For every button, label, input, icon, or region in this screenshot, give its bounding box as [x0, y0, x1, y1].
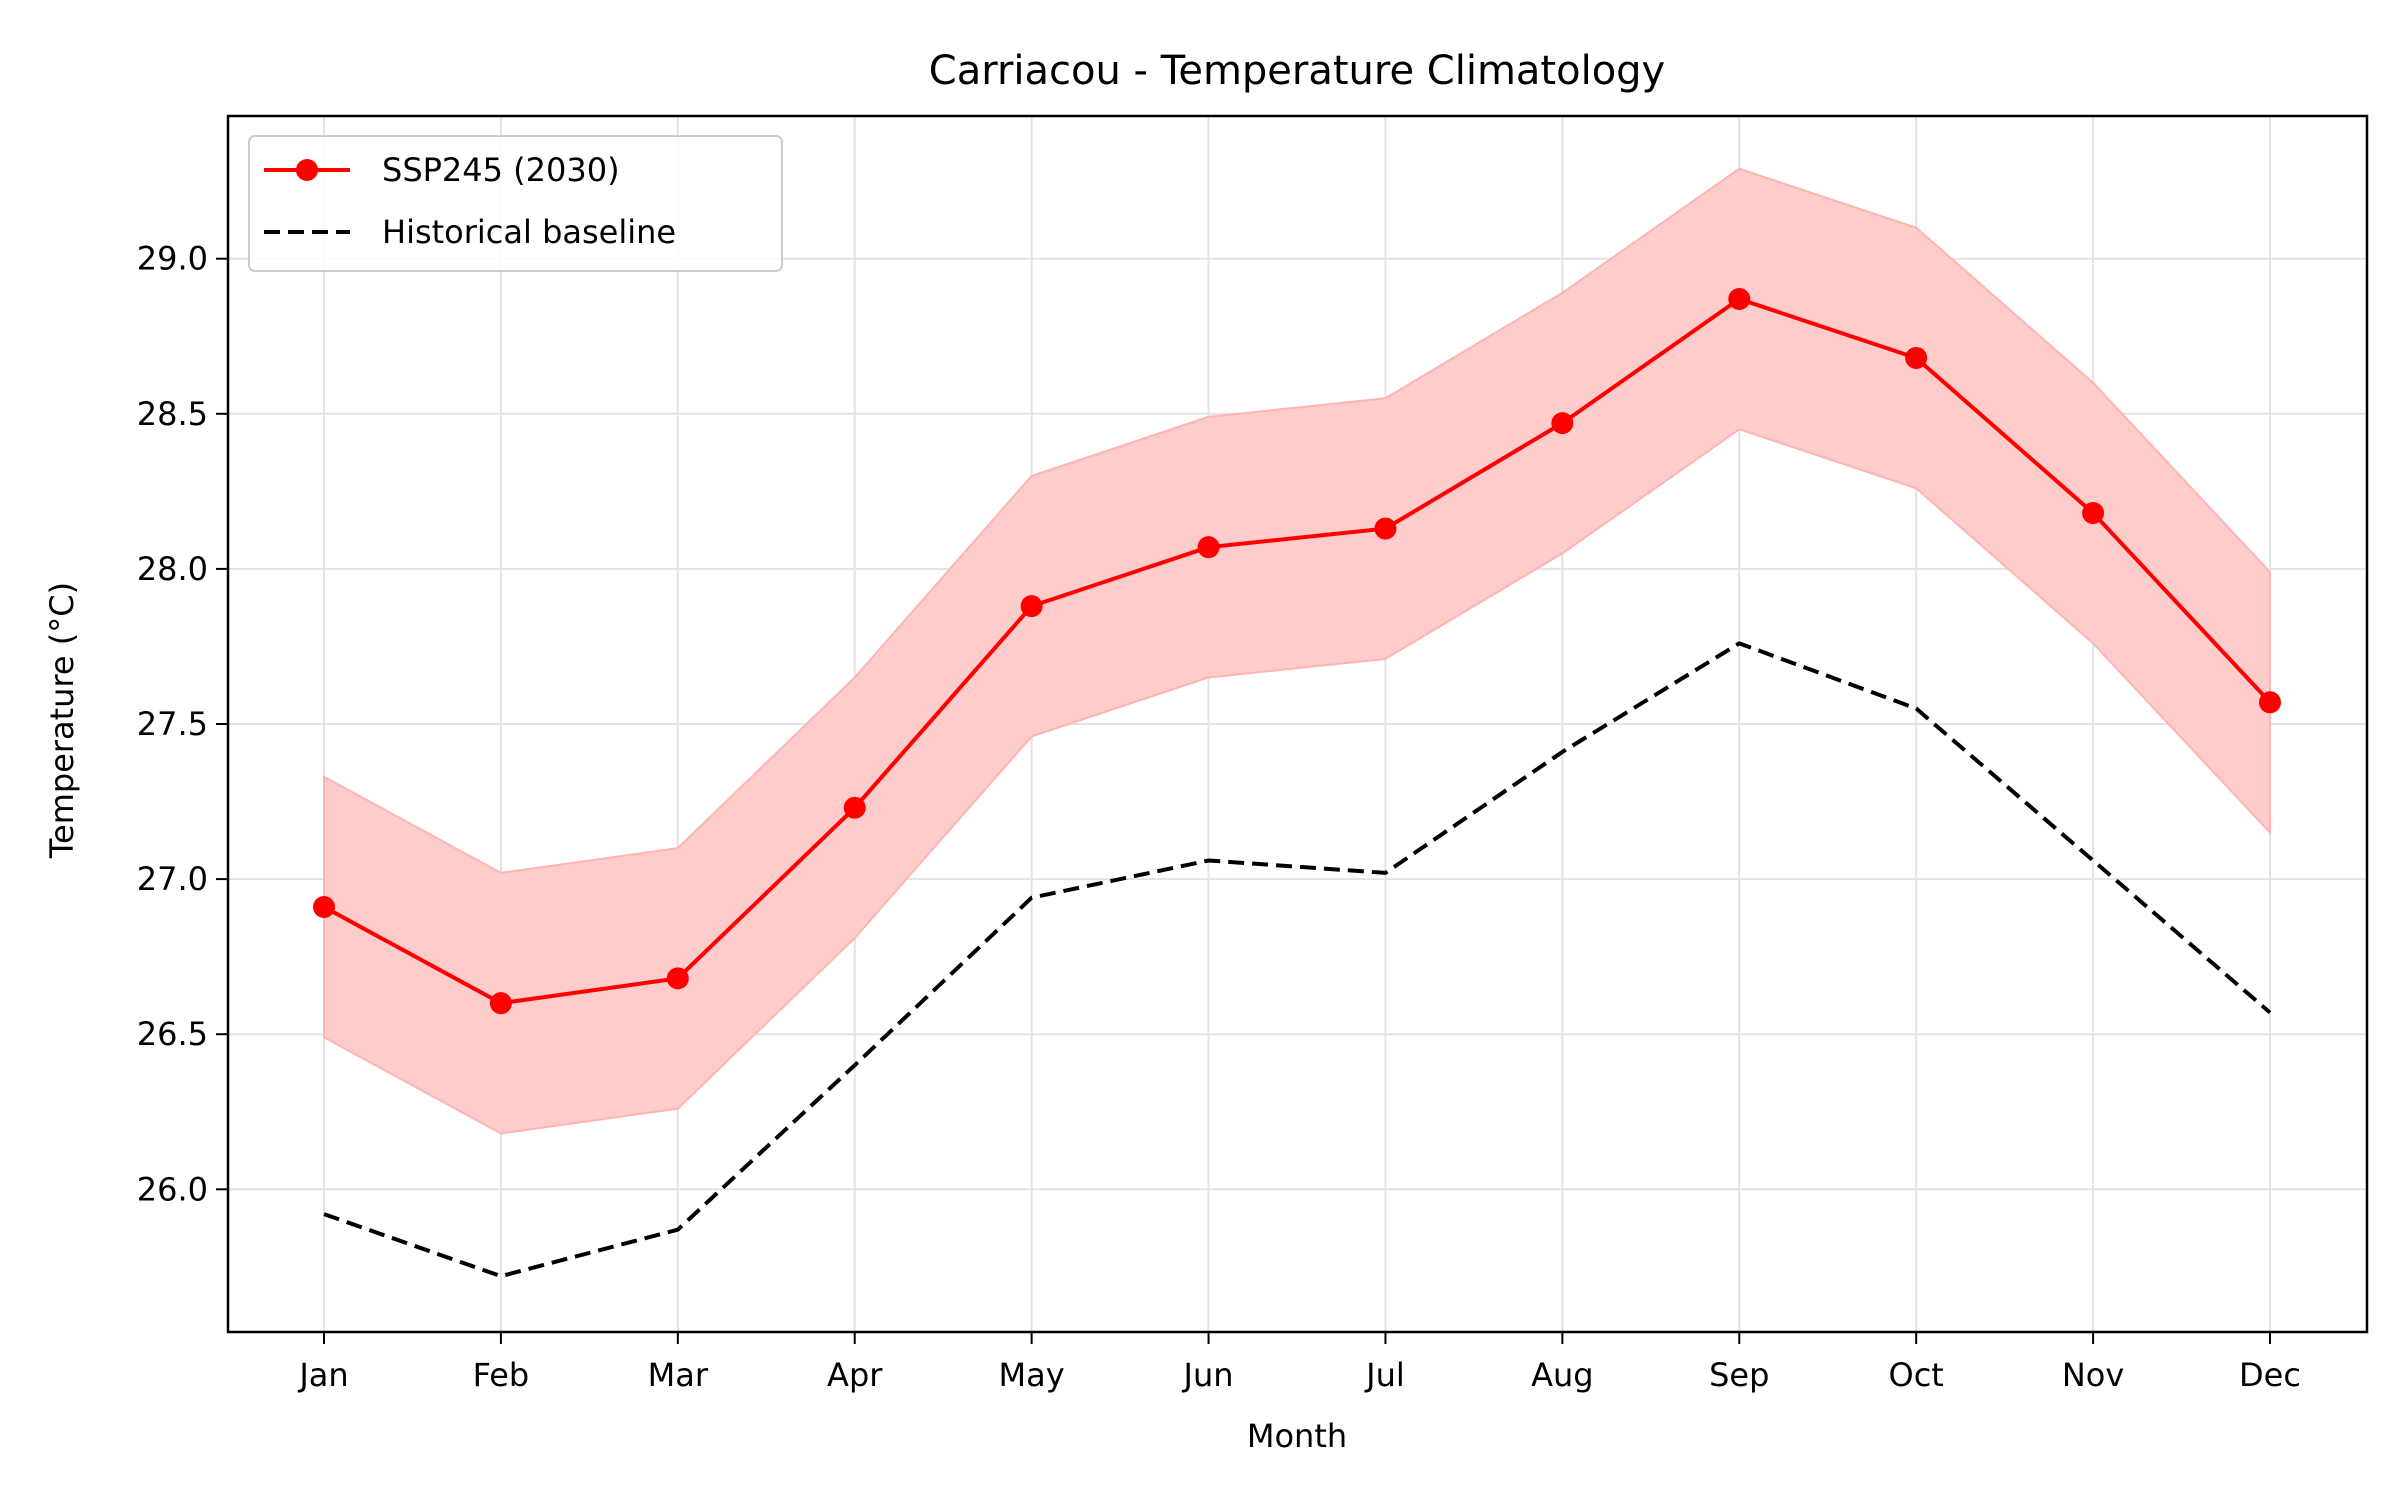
legend-ssp245-label: SSP245 (2030) — [382, 151, 620, 189]
x-tick-label: Jun — [1182, 1356, 1234, 1394]
x-tick-label: Nov — [2062, 1356, 2124, 1394]
ssp245-point — [489, 992, 512, 1015]
ssp245-line — [323, 297, 2272, 1006]
ssp245-point — [1020, 595, 1043, 618]
x-tick-label: Dec — [2239, 1356, 2301, 1394]
ssp245-point — [1197, 536, 1220, 559]
y-tick-label: 28.5 — [137, 395, 208, 433]
axis-ticks: Jan Feb Mar Apr May Jun Jul Aug Sep Oct Nov Dec 26.0… — [137, 240, 2301, 1394]
historical-baseline-line — [323, 641, 2272, 1279]
x-tick-label: May — [999, 1356, 1065, 1394]
y-tick-label: 26.5 — [137, 1015, 208, 1053]
ssp245-point — [2082, 502, 2105, 525]
x-axis-label: Month — [1247, 1417, 1347, 1455]
x-tick-label: Apr — [827, 1356, 883, 1394]
ssp245-uncertainty-band — [323, 167, 2271, 1135]
ssp245-point — [843, 796, 866, 819]
y-axis-label: Temperature (°C) — [43, 582, 81, 859]
y-tick-label: 26.0 — [137, 1170, 208, 1208]
x-tick-label: Jan — [297, 1356, 348, 1394]
ssp245-point — [1728, 288, 1751, 311]
legend-ssp245-marker — [296, 159, 318, 181]
x-tick-label: Mar — [648, 1356, 709, 1394]
x-tick-label: Oct — [1889, 1356, 1944, 1394]
x-tick-label: Aug — [1531, 1356, 1593, 1394]
legend: SSP245 (2030) Historical baseline — [248, 135, 783, 272]
data-series — [313, 288, 2281, 1279]
y-tick-label: 27.0 — [137, 860, 208, 898]
y-tick-label: 28.0 — [137, 550, 208, 588]
ssp245-point — [2259, 691, 2281, 714]
ssp245-point — [1551, 412, 1574, 435]
y-tick-label: 29.0 — [137, 240, 208, 278]
x-tick-label: Jul — [1364, 1356, 1405, 1394]
legend-historical-baseline-label: Historical baseline — [382, 213, 676, 251]
chart-title: Carriacou - Temperature Climatology — [929, 48, 1665, 94]
ssp245-point — [313, 896, 335, 919]
plot-frame — [226, 114, 2369, 1334]
x-tick-label: Feb — [473, 1356, 530, 1394]
y-tick-label: 27.5 — [137, 705, 208, 743]
uncertainty-bands — [323, 167, 2271, 1135]
ssp245-point — [1374, 517, 1397, 540]
x-tick-label: Sep — [1709, 1356, 1769, 1394]
ssp245-point — [1905, 346, 1928, 369]
legend-box — [248, 135, 783, 272]
ssp245-point — [666, 967, 689, 990]
